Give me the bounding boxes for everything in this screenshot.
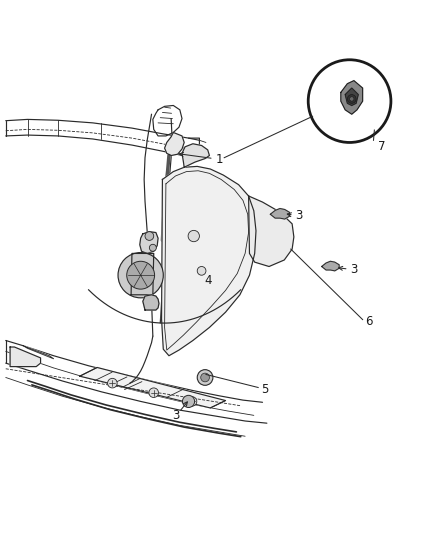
Polygon shape xyxy=(162,166,256,356)
Polygon shape xyxy=(182,144,209,167)
Polygon shape xyxy=(140,232,158,254)
Polygon shape xyxy=(143,295,159,310)
Circle shape xyxy=(201,373,209,382)
Polygon shape xyxy=(322,261,339,271)
Text: 4: 4 xyxy=(205,274,212,287)
Text: 7: 7 xyxy=(378,140,386,154)
Circle shape xyxy=(197,370,213,385)
Polygon shape xyxy=(341,80,363,114)
Polygon shape xyxy=(270,208,290,219)
Circle shape xyxy=(183,395,194,408)
Circle shape xyxy=(145,232,154,240)
Circle shape xyxy=(149,244,156,251)
Polygon shape xyxy=(165,133,184,156)
Polygon shape xyxy=(249,196,294,266)
Text: 3: 3 xyxy=(295,208,302,222)
Text: 1: 1 xyxy=(215,153,223,166)
Circle shape xyxy=(108,378,117,388)
Polygon shape xyxy=(10,347,41,367)
Polygon shape xyxy=(131,254,154,295)
Circle shape xyxy=(347,94,356,103)
Text: 6: 6 xyxy=(365,315,373,328)
Text: 5: 5 xyxy=(261,383,268,395)
Polygon shape xyxy=(345,88,358,106)
Polygon shape xyxy=(80,367,226,408)
Circle shape xyxy=(187,397,197,406)
Circle shape xyxy=(149,388,159,398)
Polygon shape xyxy=(23,346,53,359)
Text: 3: 3 xyxy=(172,409,179,422)
Circle shape xyxy=(127,261,155,289)
Circle shape xyxy=(308,60,391,142)
Text: 3: 3 xyxy=(350,263,357,276)
Circle shape xyxy=(350,97,354,101)
Circle shape xyxy=(188,230,199,241)
Circle shape xyxy=(197,266,206,275)
Circle shape xyxy=(118,253,163,298)
